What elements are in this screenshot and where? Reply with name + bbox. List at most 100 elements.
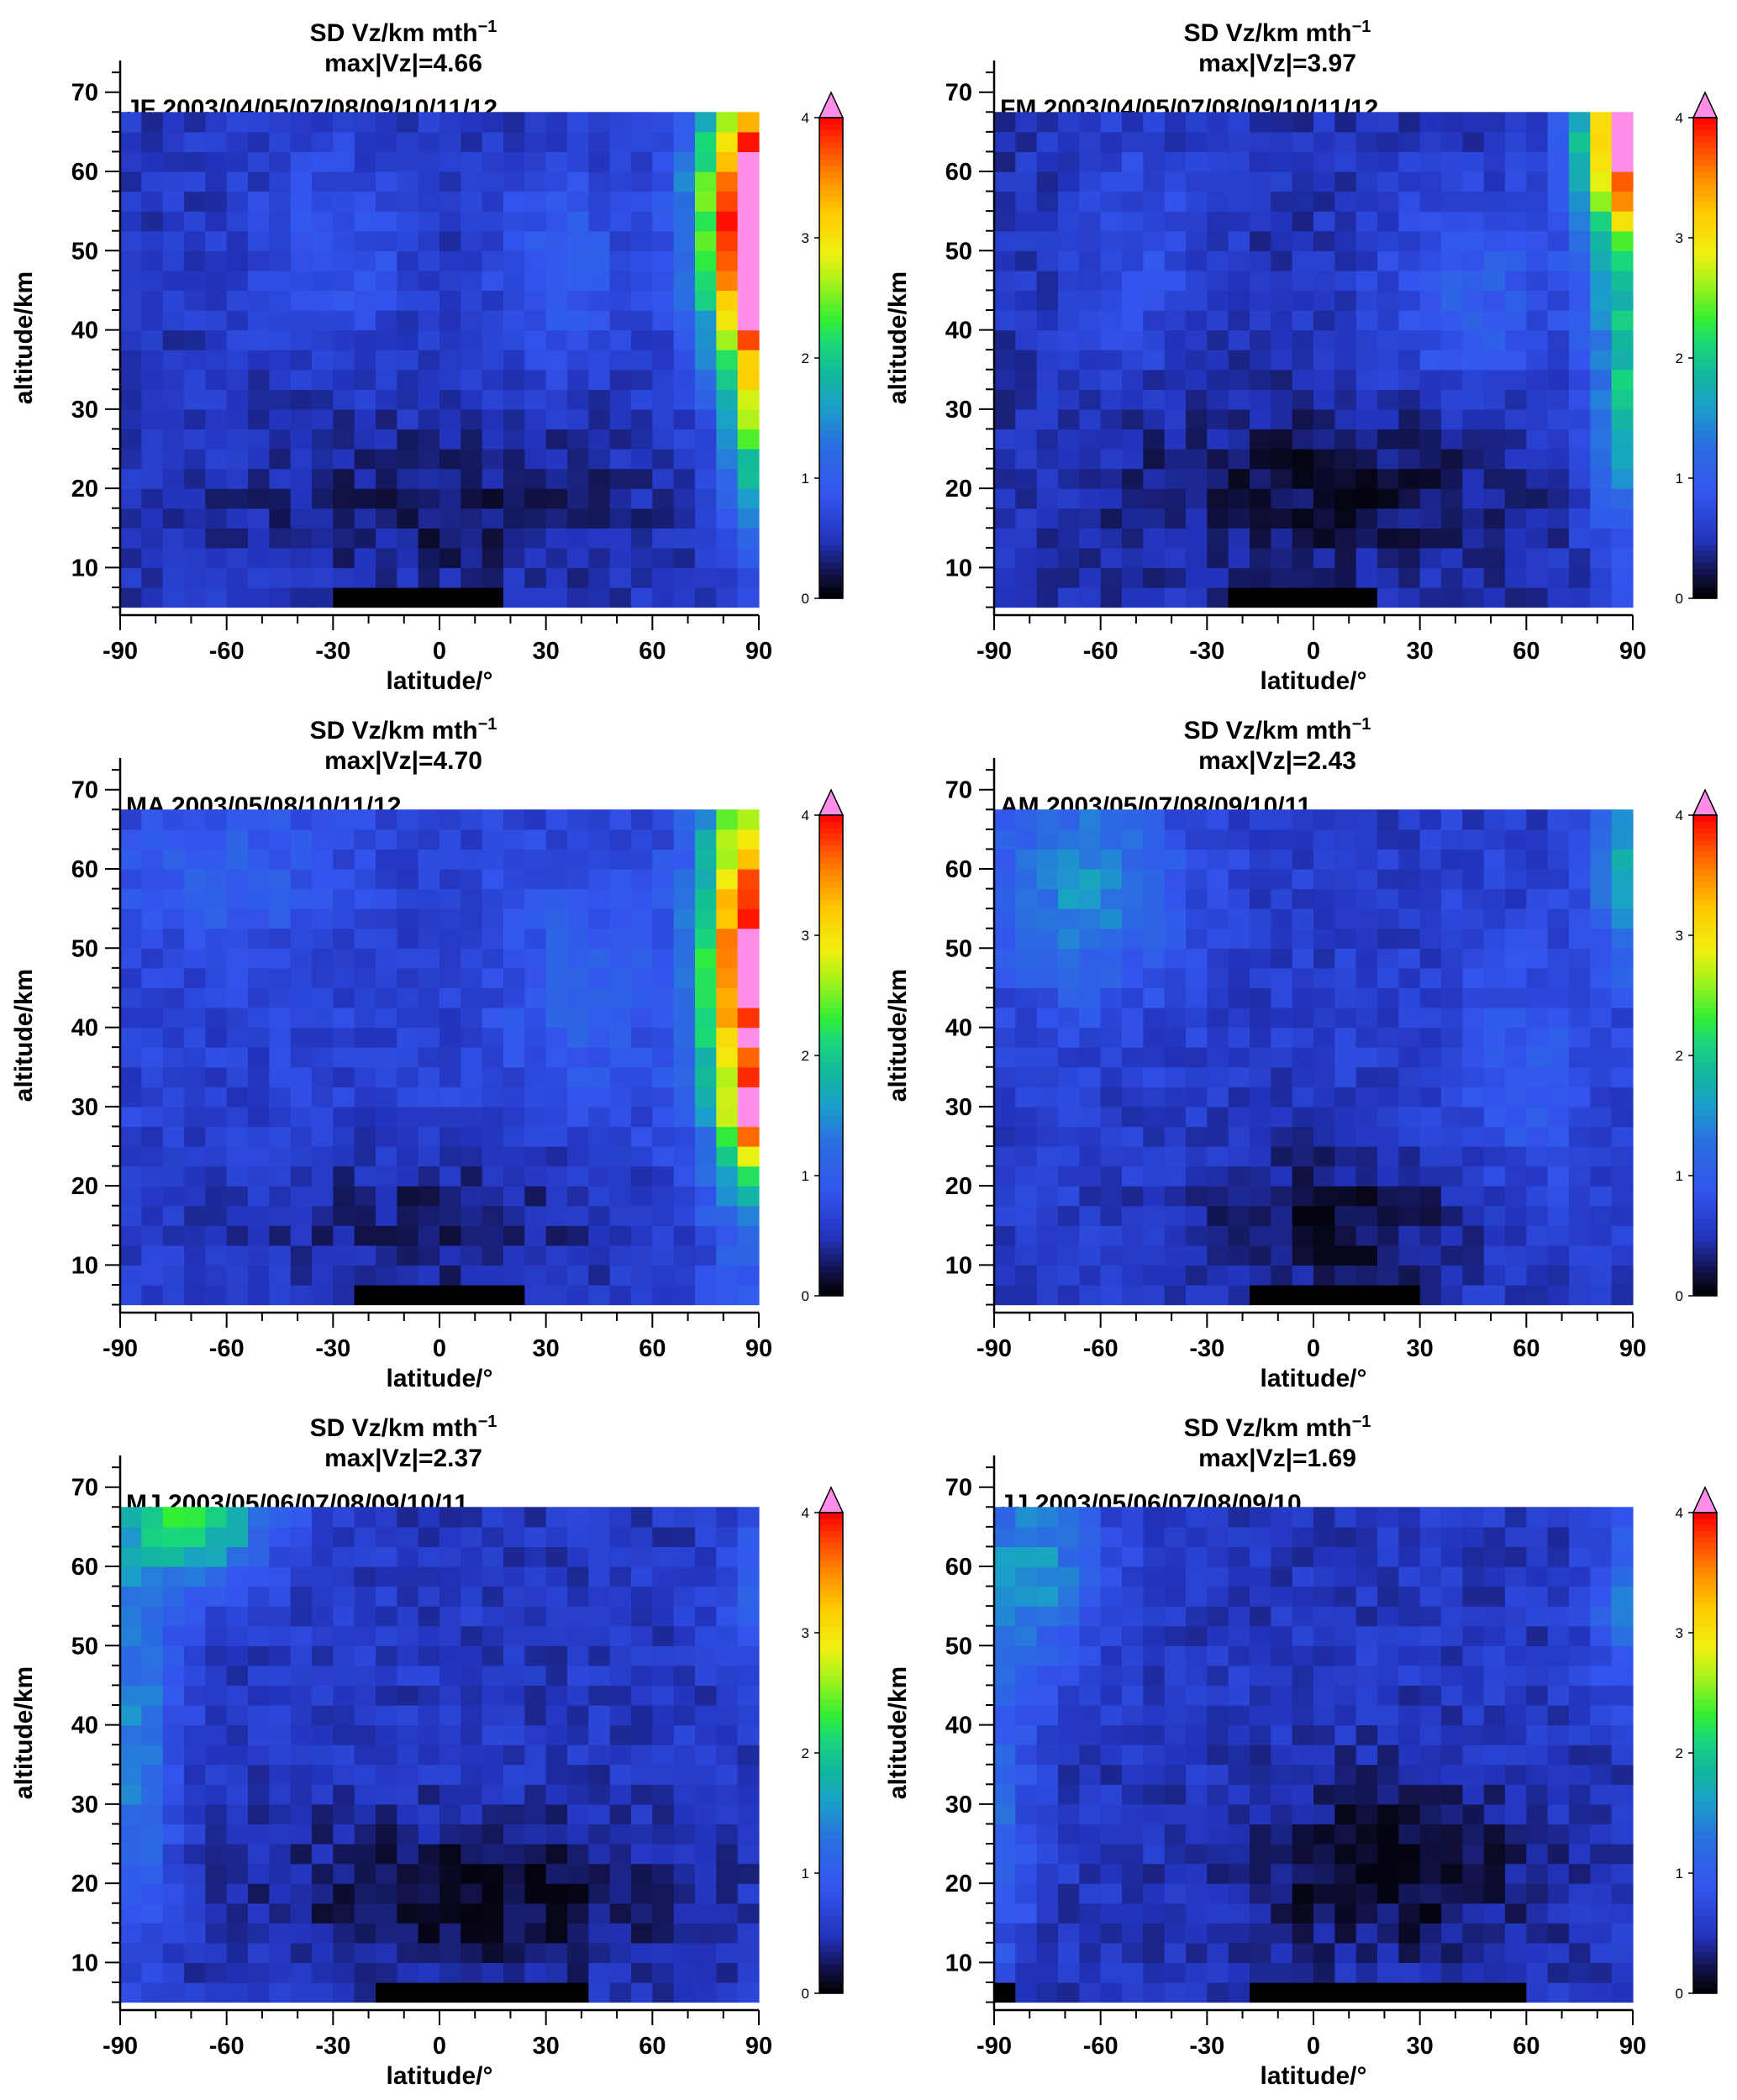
heatmap-cell xyxy=(141,928,164,949)
heatmap-cell xyxy=(397,1205,419,1226)
heatmap-cell xyxy=(1419,488,1442,509)
heatmap-cell xyxy=(737,849,760,870)
heatmap-cell xyxy=(1015,1166,1038,1187)
heatmap-cell xyxy=(1036,587,1059,608)
heatmap-cell xyxy=(1186,1008,1208,1029)
heatmap-cell xyxy=(1143,1265,1166,1286)
heatmap-cell xyxy=(1590,1008,1613,1029)
heatmap-cell xyxy=(994,1586,1016,1607)
heatmap-cell xyxy=(354,1265,376,1286)
heatmap-cell xyxy=(1058,1526,1080,1548)
heatmap-cell xyxy=(333,449,355,470)
heatmap-cell xyxy=(333,131,355,153)
heatmap-cell xyxy=(1015,1265,1038,1286)
heatmap-cell xyxy=(1590,1166,1613,1187)
heatmap-cell xyxy=(376,1507,397,1528)
heatmap-cell xyxy=(1419,987,1442,1008)
heatmap-cell xyxy=(226,1665,249,1687)
heatmap-cell xyxy=(269,1106,292,1128)
heatmap-cell xyxy=(1398,1146,1421,1167)
heatmap-cell-missing xyxy=(1271,587,1293,608)
heatmap-cell xyxy=(631,1225,653,1246)
heatmap-cell xyxy=(162,508,185,529)
heatmap-cell xyxy=(588,948,611,969)
heatmap-cell xyxy=(631,1546,653,1567)
colorbar-segment xyxy=(819,429,843,437)
heatmap-cell xyxy=(269,1265,292,1286)
heatmap-cell xyxy=(1058,1803,1080,1825)
heatmap-cell xyxy=(1334,112,1357,133)
heatmap-cell xyxy=(226,1507,249,1528)
y-tick-label: 10 xyxy=(71,1950,98,1976)
heatmap-cell xyxy=(1462,888,1485,909)
heatmap-cell xyxy=(312,468,334,489)
heatmap-cell xyxy=(609,508,632,529)
heatmap-cell xyxy=(1164,1566,1187,1587)
heatmap-cell xyxy=(1462,112,1485,133)
heatmap-cell xyxy=(248,1645,270,1666)
heatmap-cell xyxy=(631,1027,653,1048)
heatmap-cell xyxy=(652,1186,675,1207)
heatmap-cell xyxy=(1462,567,1485,588)
heatmap-cell xyxy=(994,1546,1016,1567)
colorbar-segment xyxy=(819,1271,843,1279)
heatmap-cell xyxy=(1271,508,1293,529)
colorbar-segment xyxy=(1693,273,1717,281)
heatmap-cell xyxy=(120,488,142,509)
heatmap-cell xyxy=(588,1087,611,1108)
heatmap-cell xyxy=(652,1745,675,1766)
heatmap-cell xyxy=(567,1166,589,1187)
heatmap-cell xyxy=(1292,1126,1314,1147)
heatmap-cell xyxy=(461,1066,483,1087)
heatmap-cell xyxy=(1100,1087,1123,1108)
heatmap-cell xyxy=(248,131,270,153)
heatmap-cell xyxy=(1590,987,1613,1008)
heatmap-cell xyxy=(588,1665,611,1687)
heatmap-cell xyxy=(1505,449,1527,470)
heatmap-cell xyxy=(695,528,717,549)
heatmap-cell xyxy=(1207,547,1229,569)
heatmap-cell xyxy=(1058,1982,1080,2003)
colorbar-segment xyxy=(819,1723,843,1729)
heatmap-cell xyxy=(1547,849,1570,870)
heatmap-cell xyxy=(482,1863,504,1884)
heatmap-cell xyxy=(1377,809,1399,830)
heatmap-cell xyxy=(1419,151,1442,172)
heatmap-cell xyxy=(631,112,653,133)
colorbar-segment xyxy=(819,1969,843,1976)
heatmap-cell xyxy=(567,1205,589,1226)
colorbar-segment xyxy=(819,1903,843,1910)
colorbar-segment xyxy=(1693,526,1717,533)
heatmap-cell xyxy=(141,131,164,153)
heatmap-cell xyxy=(397,849,419,870)
heatmap-cell xyxy=(1143,1186,1166,1207)
heatmap-cell xyxy=(1398,567,1421,588)
heatmap-cell xyxy=(248,1863,270,1884)
heatmap-cell xyxy=(1122,967,1144,989)
heatmap-cell xyxy=(226,1205,249,1226)
heatmap-cell xyxy=(1441,1106,1463,1128)
heatmap-cell xyxy=(1313,250,1335,271)
colorbar-segment xyxy=(819,412,843,419)
heatmap-cell xyxy=(141,1844,164,1865)
heatmap-cell xyxy=(205,1205,228,1226)
heatmap-cell xyxy=(482,1824,504,1845)
heatmap-cell xyxy=(1036,1745,1059,1766)
heatmap-cell xyxy=(205,1883,228,1904)
heatmap-cell xyxy=(290,888,313,909)
heatmap-cell xyxy=(1590,528,1613,549)
heatmap-cell xyxy=(461,449,483,470)
heatmap-cell xyxy=(482,329,504,350)
heatmap-cell xyxy=(1569,1166,1591,1187)
colorbar-segment xyxy=(819,309,843,317)
heatmap-cell xyxy=(141,1526,164,1548)
heatmap-cell xyxy=(673,1665,696,1687)
heatmap-cell xyxy=(1483,270,1506,292)
heatmap-cell xyxy=(184,1705,206,1726)
colorbar-segment xyxy=(819,905,843,912)
heatmap-cell xyxy=(333,1625,355,1646)
heatmap-cell xyxy=(440,1566,461,1587)
heatmap-cell xyxy=(567,928,589,949)
heatmap-cell xyxy=(503,1205,525,1226)
heatmap-cell xyxy=(503,547,525,569)
